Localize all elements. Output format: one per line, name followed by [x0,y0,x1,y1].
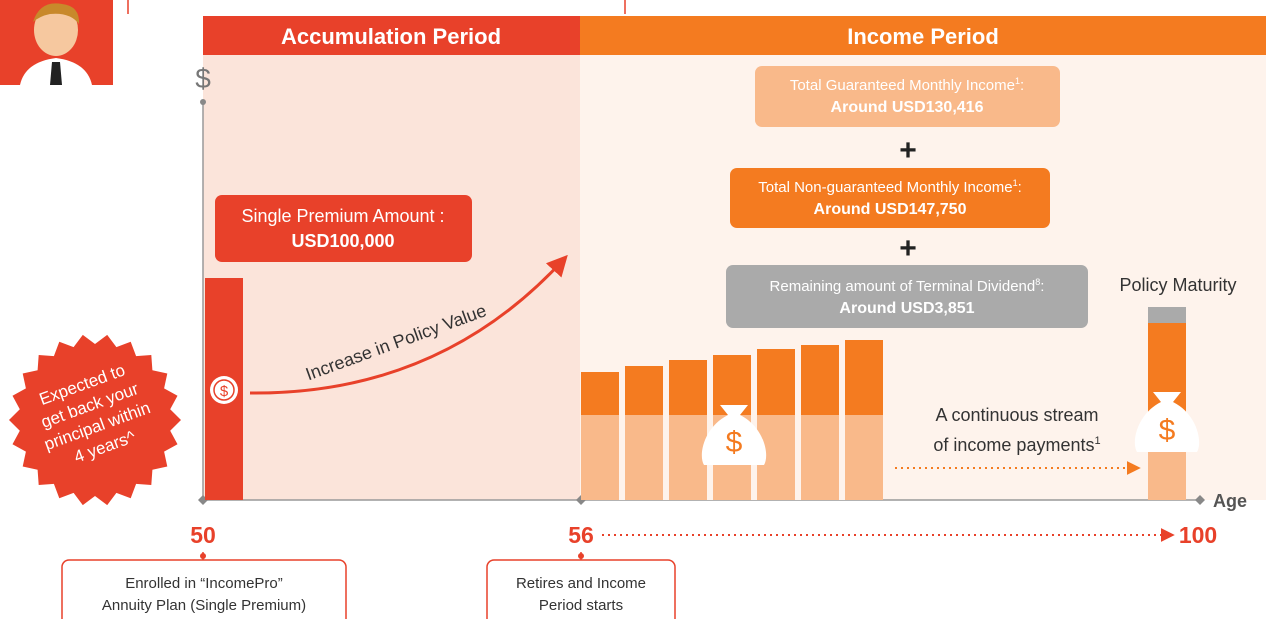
header-text: Accumulation Period [281,24,501,49]
income-box [726,265,1088,328]
maturity-dividend [1148,307,1186,323]
box-label: Remaining amount of Terminal Dividend8: [770,277,1045,295]
header-text: Income Period [847,24,999,49]
box-label-text: Total Guaranteed Monthly Income [790,77,1015,94]
page: IncomePro Annuity Plan {"header":{"accum… [0,0,1266,619]
x-axis-label: Age [1213,491,1247,511]
box-label-text: Total Non-guaranteed Monthly Income [758,179,1012,196]
footnote: 1 [1094,435,1100,447]
stream-text-line: of income payments [933,435,1094,455]
bag-symbol: $ [1159,414,1176,447]
bar-gap [619,340,625,500]
stream-text: of income payments1 [933,435,1100,455]
age-label: 50 [190,522,216,548]
age-label: 56 [568,522,594,548]
plus: + [899,232,917,265]
body: Accumulation Period Income Period $ Age … [0,0,1266,619]
bag-symbol: $ [726,426,743,459]
y-axis-symbol: $ [195,63,211,94]
maturity-label: Policy Maturity [1119,275,1236,295]
box-label: Total Non-guaranteed Monthly Income1: [758,178,1022,196]
infographic: Accumulation Period Income Period $ Age … [0,0,1266,619]
milestone-text: Period starts [539,597,623,614]
bar-gap [663,340,669,500]
box-suffix: : [1018,179,1022,196]
connector-dot [578,553,584,559]
box-label-text: Remaining amount of Terminal Dividend [770,278,1036,295]
box-label: Total Guaranteed Monthly Income1: [790,76,1024,94]
axis-dot [200,99,206,105]
box-amount: Around USD130,416 [831,99,984,116]
connector-dot [200,553,206,559]
stream-text: A continuous stream [935,405,1098,425]
premium-amount: USD100,000 [291,231,394,251]
bar-gap [751,340,757,500]
age-label: 100 [1179,522,1217,548]
milestone-text: Retires and Income [516,575,646,592]
bar-gap [707,340,713,500]
accumulation-bg [203,55,580,500]
avatar-tie [50,62,62,85]
milestone-text: Annuity Plan (Single Premium) [102,597,306,614]
bar-gap [839,340,845,500]
box-amount: Around USD3,851 [839,300,974,317]
premium-label: Single Premium Amount : [241,206,444,226]
box-amount: Around USD147,750 [814,201,967,218]
box-suffix: : [1020,77,1024,94]
box-suffix: : [1040,278,1044,295]
coin-symbol: $ [220,383,229,400]
plus: + [899,134,917,167]
bar-gap [795,340,801,500]
milestone-text: Enrolled in “IncomePro” [125,575,283,592]
income-box [730,168,1050,228]
